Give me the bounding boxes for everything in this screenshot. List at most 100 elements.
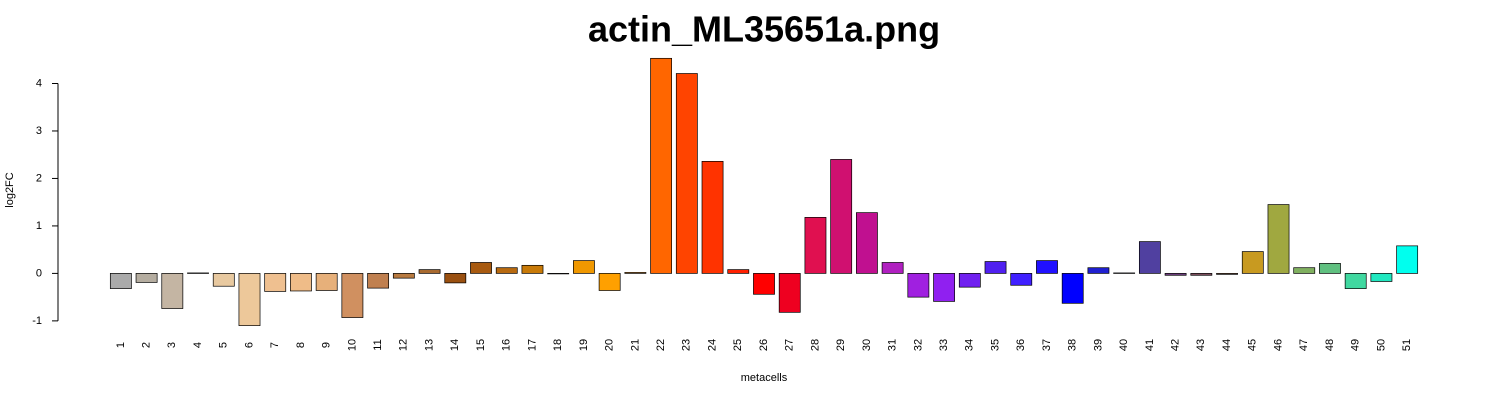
bar [701,161,724,274]
x-tick-label: 42 [1170,339,1182,351]
x-tick-label: 28 [809,339,821,351]
bar [1113,272,1136,274]
x-tick-label: 41 [1144,339,1156,351]
y-tick-label: 3 [36,125,42,137]
x-tick-label: 33 [938,339,950,351]
bar [778,273,801,313]
bar [1190,273,1213,276]
bar [238,273,261,326]
x-tick-label: 6 [243,342,255,348]
bar [856,212,878,274]
x-tick-label: 29 [835,339,847,351]
bar [1344,273,1367,289]
bar [1241,251,1264,274]
x-tick-label: 40 [1118,339,1130,351]
x-tick-label: 43 [1195,339,1207,351]
x-tick-label: 51 [1401,339,1413,351]
x-tick-label: 19 [578,339,590,351]
bar [1138,241,1161,274]
bar [1216,273,1238,275]
chart-title: actin_ML35651a.png [588,9,940,50]
x-tick-label: 37 [1041,339,1053,351]
bar [495,267,518,274]
bar [290,273,312,292]
x-tick-label: 30 [861,339,873,351]
bar [109,273,132,289]
x-tick-label: 50 [1375,339,1387,351]
bar [161,273,184,309]
x-tick-label: 12 [398,339,410,351]
x-tick-label: 48 [1324,339,1336,351]
y-tick-label: 1 [36,220,42,232]
y-tick-label: 2 [36,172,42,184]
x-tick-label: 39 [1092,339,1104,351]
bar [212,273,235,287]
x-tick-label: 7 [269,342,281,348]
bar [675,73,698,274]
x-tick-label: 16 [501,339,513,351]
y-tick-label: -1 [32,315,42,327]
x-tick-label: 25 [732,339,744,351]
bar [830,159,853,274]
x-tick-label: 3 [166,342,178,348]
bar [984,261,1007,274]
x-tick-label: 23 [681,339,693,351]
bar [315,273,338,291]
bar [392,273,415,279]
x-axis-label: metacells [741,372,788,384]
bar [444,273,467,284]
x-tick-label: 2 [140,342,152,348]
bar [470,262,492,274]
bar [1164,273,1187,276]
x-tick-label: 22 [655,339,667,351]
x-tick-label: 47 [1298,339,1310,351]
x-tick-label: 21 [629,339,641,351]
bar [187,272,209,274]
bar [1087,267,1110,274]
x-tick-label: 35 [989,339,1001,351]
bar [1370,273,1393,282]
x-tick-label: 5 [218,342,230,348]
bar [341,273,364,318]
x-tick-label: 17 [526,339,538,351]
bar [547,273,570,275]
bar [933,273,955,302]
bar [367,273,390,289]
bar [650,57,672,274]
bar [804,217,827,274]
x-tick-label: 26 [758,339,770,351]
bar [1267,204,1290,274]
x-tick-label: 45 [1247,339,1259,351]
bar [907,273,930,298]
bar [135,273,158,283]
x-tick-label: 20 [604,339,616,351]
x-tick-label: 44 [1221,339,1233,351]
x-tick-label: 31 [887,339,899,351]
x-tick-label: 13 [423,339,435,351]
x-tick-label: 36 [1015,339,1027,351]
x-tick-label: 14 [449,339,461,351]
bar [573,260,595,274]
x-tick-label: 27 [784,339,796,351]
x-tick-label: 15 [475,339,487,351]
bar [1010,273,1033,286]
x-tick-label: 38 [1067,339,1079,351]
bar [727,269,750,274]
x-tick-label: 46 [1272,339,1284,351]
y-axis-label: log2FC [4,172,16,208]
bar [1036,260,1058,274]
x-tick-label: 8 [295,342,307,348]
x-tick-label: 9 [321,342,333,348]
y-tick-label: 0 [36,267,42,279]
bar [598,273,621,291]
bar [264,273,287,292]
bar [624,272,647,274]
bar [418,269,441,274]
x-tick-label: 18 [552,339,564,351]
x-tick-label: 49 [1350,339,1362,351]
bar [881,262,904,274]
bar [1061,273,1084,304]
x-tick-label: 11 [372,339,384,350]
bar [1293,267,1316,274]
